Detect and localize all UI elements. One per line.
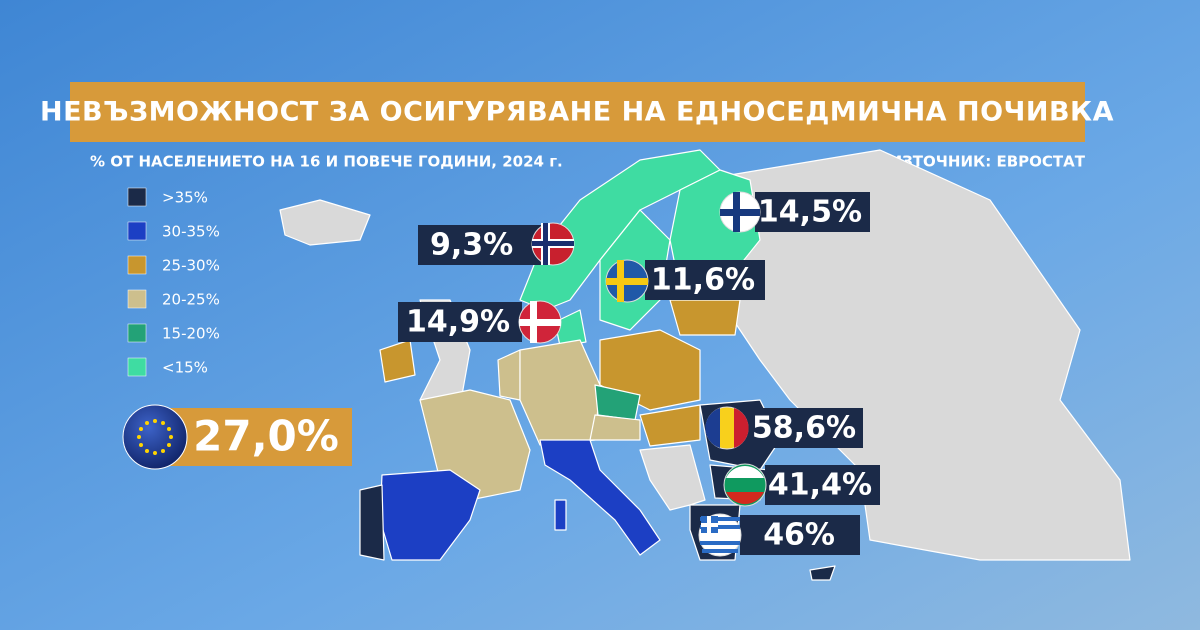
non-eu-land	[699, 149, 1131, 561]
legend-label: 30-35%	[162, 223, 220, 241]
poland	[599, 329, 701, 411]
callout: 46%	[698, 513, 860, 557]
iceland	[279, 199, 371, 246]
hungary	[639, 404, 701, 447]
subtitle: % ОТ НАСЕЛЕНИЕТО НА 16 И ПОВЕЧЕ ГОДИНИ, …	[90, 153, 563, 171]
map	[279, 149, 1131, 581]
flag-greece	[698, 513, 742, 557]
callout: 9,3%	[418, 222, 575, 266]
sardinia	[554, 499, 567, 531]
italy	[539, 439, 661, 556]
callout: 14,9%	[398, 300, 562, 344]
legend-swatch	[127, 289, 147, 309]
legend-label: <15%	[162, 359, 208, 377]
legend-label: 15-20%	[162, 325, 220, 343]
callout: 41,4%	[723, 463, 880, 507]
legend-label: 20-25%	[162, 291, 220, 309]
legend-label: 25-30%	[162, 257, 220, 275]
flag-bulgaria	[723, 463, 767, 507]
legend-swatch	[127, 187, 147, 207]
eu-flag	[122, 404, 188, 470]
callout: 11,6%	[605, 259, 765, 303]
callout-value: 46%	[763, 518, 835, 553]
portugal	[359, 484, 385, 561]
flag-denmark	[518, 300, 562, 344]
flag-finland	[719, 191, 761, 233]
callout-value: 58,6%	[752, 411, 856, 446]
legend-label: >35%	[162, 189, 208, 207]
flag-norway	[531, 222, 575, 266]
eu-value: 27,0%	[193, 412, 339, 461]
callout-value: 14,9%	[406, 305, 510, 340]
legend-swatch	[127, 323, 147, 343]
callout: 14,5%	[719, 191, 870, 233]
cyprus	[809, 565, 836, 581]
flag-sweden	[605, 259, 649, 303]
legend-swatch	[127, 357, 147, 377]
legend-swatch	[127, 221, 147, 241]
callout-value: 41,4%	[768, 468, 872, 503]
title: НЕВЪЗМОЖНОСТ ЗА ОСИГУРЯВАНЕ НА ЕДНОСЕДМИ…	[40, 97, 1114, 128]
lithuania	[669, 299, 741, 336]
legend: >35% 30-35% 25-30% 20-25% 15-20% <15%	[127, 187, 220, 377]
austria	[589, 414, 641, 441]
title-bar	[70, 82, 1085, 142]
callout-value: 14,5%	[758, 195, 862, 230]
callout-value: 11,6%	[651, 263, 755, 298]
ireland	[379, 339, 416, 383]
callout: 58,6%	[705, 406, 863, 450]
eu-stars	[137, 419, 173, 455]
flag-romania	[705, 406, 749, 450]
denmark	[554, 309, 587, 347]
callout-value: 9,3%	[430, 228, 513, 263]
legend-swatch	[127, 255, 147, 275]
source: ИЗТОЧНИК: ЕВРОСТАТ	[890, 153, 1086, 171]
